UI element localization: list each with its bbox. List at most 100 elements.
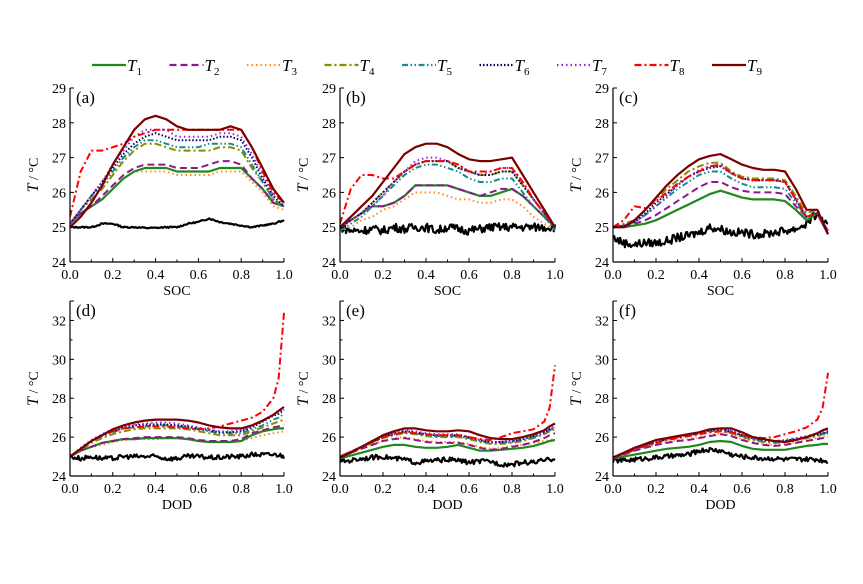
x-tick-label: 0.6: [733, 268, 751, 283]
series-line-t4: [340, 160, 556, 229]
legend-item-t8: T8: [634, 56, 685, 78]
y-tick-label: 24: [322, 470, 336, 485]
panel-a: 0.0 0.2 0.4 0.6 0.8 1.0 24 25 26 27 28 29 SOC T / °C (…: [25, 82, 293, 299]
y-axis-title: T / °C: [295, 371, 312, 406]
series-line-t6: [340, 160, 556, 229]
x-tick-label: 0.0: [604, 482, 622, 497]
legend-label-sub: 9: [756, 66, 762, 78]
y-tick-label: 24: [52, 256, 66, 271]
x-tick-label: 0.4: [147, 482, 165, 497]
series-group: [613, 153, 830, 249]
legend-label: T2: [205, 56, 220, 78]
legend-label-base: T: [205, 56, 216, 75]
series-line-t9: [340, 142, 556, 228]
series-line-t5: [340, 163, 556, 232]
series-line-t6: [70, 409, 285, 458]
legend: T1 T2 T3 T4 T5 T6 T7 T8 T9: [92, 56, 762, 78]
legend-label: T7: [592, 56, 607, 78]
y-tick-label: 30: [322, 353, 336, 368]
legend-label: T4: [360, 56, 375, 78]
series-line-ambient: [613, 210, 829, 249]
series-line-t2: [70, 160, 285, 225]
x-tick-label: 0.8: [503, 482, 521, 497]
legend-label-sub: 3: [291, 66, 297, 78]
x-tick-label: 1.0: [546, 482, 564, 497]
y-tick-label: 26: [322, 431, 336, 446]
x-axis-title: DOD: [162, 498, 192, 513]
y-tick-label: 29: [322, 82, 336, 97]
panel-f: 0.0 0.2 0.4 0.6 0.8 1.0 24 26 28 30 32 DOD T / °C (f): [568, 300, 837, 513]
panel-e: 0.0 0.2 0.4 0.6 0.8 1.0 24 26 28 30 32 DOD T / °C (e): [295, 300, 564, 513]
x-tick-label: 0.2: [104, 482, 122, 497]
series-line-ambient: [340, 453, 556, 468]
legend-label-base: T: [360, 56, 371, 75]
x-tick-label: 1.0: [275, 268, 293, 283]
x-tick-label: 0.6: [460, 482, 478, 497]
y-axis-title: T / °C: [568, 158, 585, 193]
y-axis-title: T / °C: [25, 371, 42, 406]
legend-item-t9: T9: [712, 56, 762, 78]
x-tick-label: 0.8: [776, 482, 794, 497]
legend-item-t3: T3: [247, 56, 297, 78]
y-tick-label: 28: [322, 392, 336, 407]
series-line-t5: [613, 170, 829, 235]
x-tick-label: 0.6: [190, 482, 208, 497]
series-line-t8: [340, 365, 556, 458]
series-line-t1: [340, 184, 556, 229]
y-tick-label: 26: [52, 186, 66, 201]
legend-label-base: T: [592, 56, 603, 75]
panels: 0.0 0.2 0.4 0.6 0.8 1.0 24 25 26 27 28 29 SOC T / °C (…: [25, 82, 837, 513]
y-tick-label: 26: [52, 431, 66, 446]
series-line-t3: [340, 191, 556, 232]
panel-d: 0.0 0.2 0.4 0.6 0.8 1.0 24 26 28 30 32 DOD T / °C (d): [25, 300, 293, 513]
y-tick-label: 24: [595, 470, 609, 485]
series-line-t2: [340, 432, 556, 458]
legend-label: T8: [670, 56, 685, 78]
panel-label: (c): [619, 88, 638, 107]
y-tick-label: 32: [52, 314, 66, 329]
legend-label-base: T: [515, 56, 526, 75]
series-line-t8: [613, 372, 829, 459]
series-line-t8: [70, 312, 285, 458]
x-axis-title: DOD: [705, 498, 735, 513]
y-tick-label: 28: [322, 117, 336, 132]
series-line-ambient: [70, 451, 286, 462]
x-tick-label: 1.0: [546, 268, 564, 283]
legend-label-base: T: [127, 56, 138, 75]
y-tick-label: 28: [595, 392, 609, 407]
panel-label: (f): [619, 301, 636, 320]
y-tick-label: 27: [595, 152, 609, 167]
x-tick-label: 0.4: [147, 268, 165, 283]
legend-item-t4: T4: [324, 56, 375, 78]
x-tick-label: 0.0: [331, 482, 349, 497]
legend-label-base: T: [282, 56, 293, 75]
legend-label-sub: 6: [524, 66, 530, 78]
series-line-t2: [613, 181, 829, 232]
y-tick-label: 26: [322, 186, 336, 201]
x-tick-label: 0.4: [690, 482, 708, 497]
x-tick-label: 0.6: [190, 268, 208, 283]
y-tick-label: 25: [52, 221, 66, 236]
series-line-ambient: [613, 446, 829, 464]
legend-item-t7: T7: [557, 56, 607, 78]
series-line-t1: [613, 439, 828, 460]
legend-label: T5: [437, 56, 452, 78]
x-axis-title: SOC: [163, 284, 190, 299]
series-line-t4: [613, 161, 829, 235]
series-group: [340, 365, 556, 468]
x-tick-label: 0.2: [647, 268, 665, 283]
y-tick-label: 32: [322, 314, 336, 329]
y-tick-label: 26: [595, 186, 609, 201]
y-tick-label: 28: [595, 117, 609, 132]
y-tick-label: 24: [595, 256, 609, 271]
series-line-t9: [340, 422, 556, 459]
legend-label-sub: 1: [136, 66, 142, 78]
y-tick-label: 25: [322, 221, 336, 236]
legend-label: T9: [747, 56, 762, 78]
legend-item-t2: T2: [169, 56, 220, 78]
y-tick-label: 28: [52, 117, 66, 132]
x-tick-label: 0.2: [374, 482, 392, 497]
y-tick-label: 26: [595, 431, 609, 446]
series-line-t7: [70, 128, 285, 225]
x-axis-title: SOC: [434, 284, 461, 299]
